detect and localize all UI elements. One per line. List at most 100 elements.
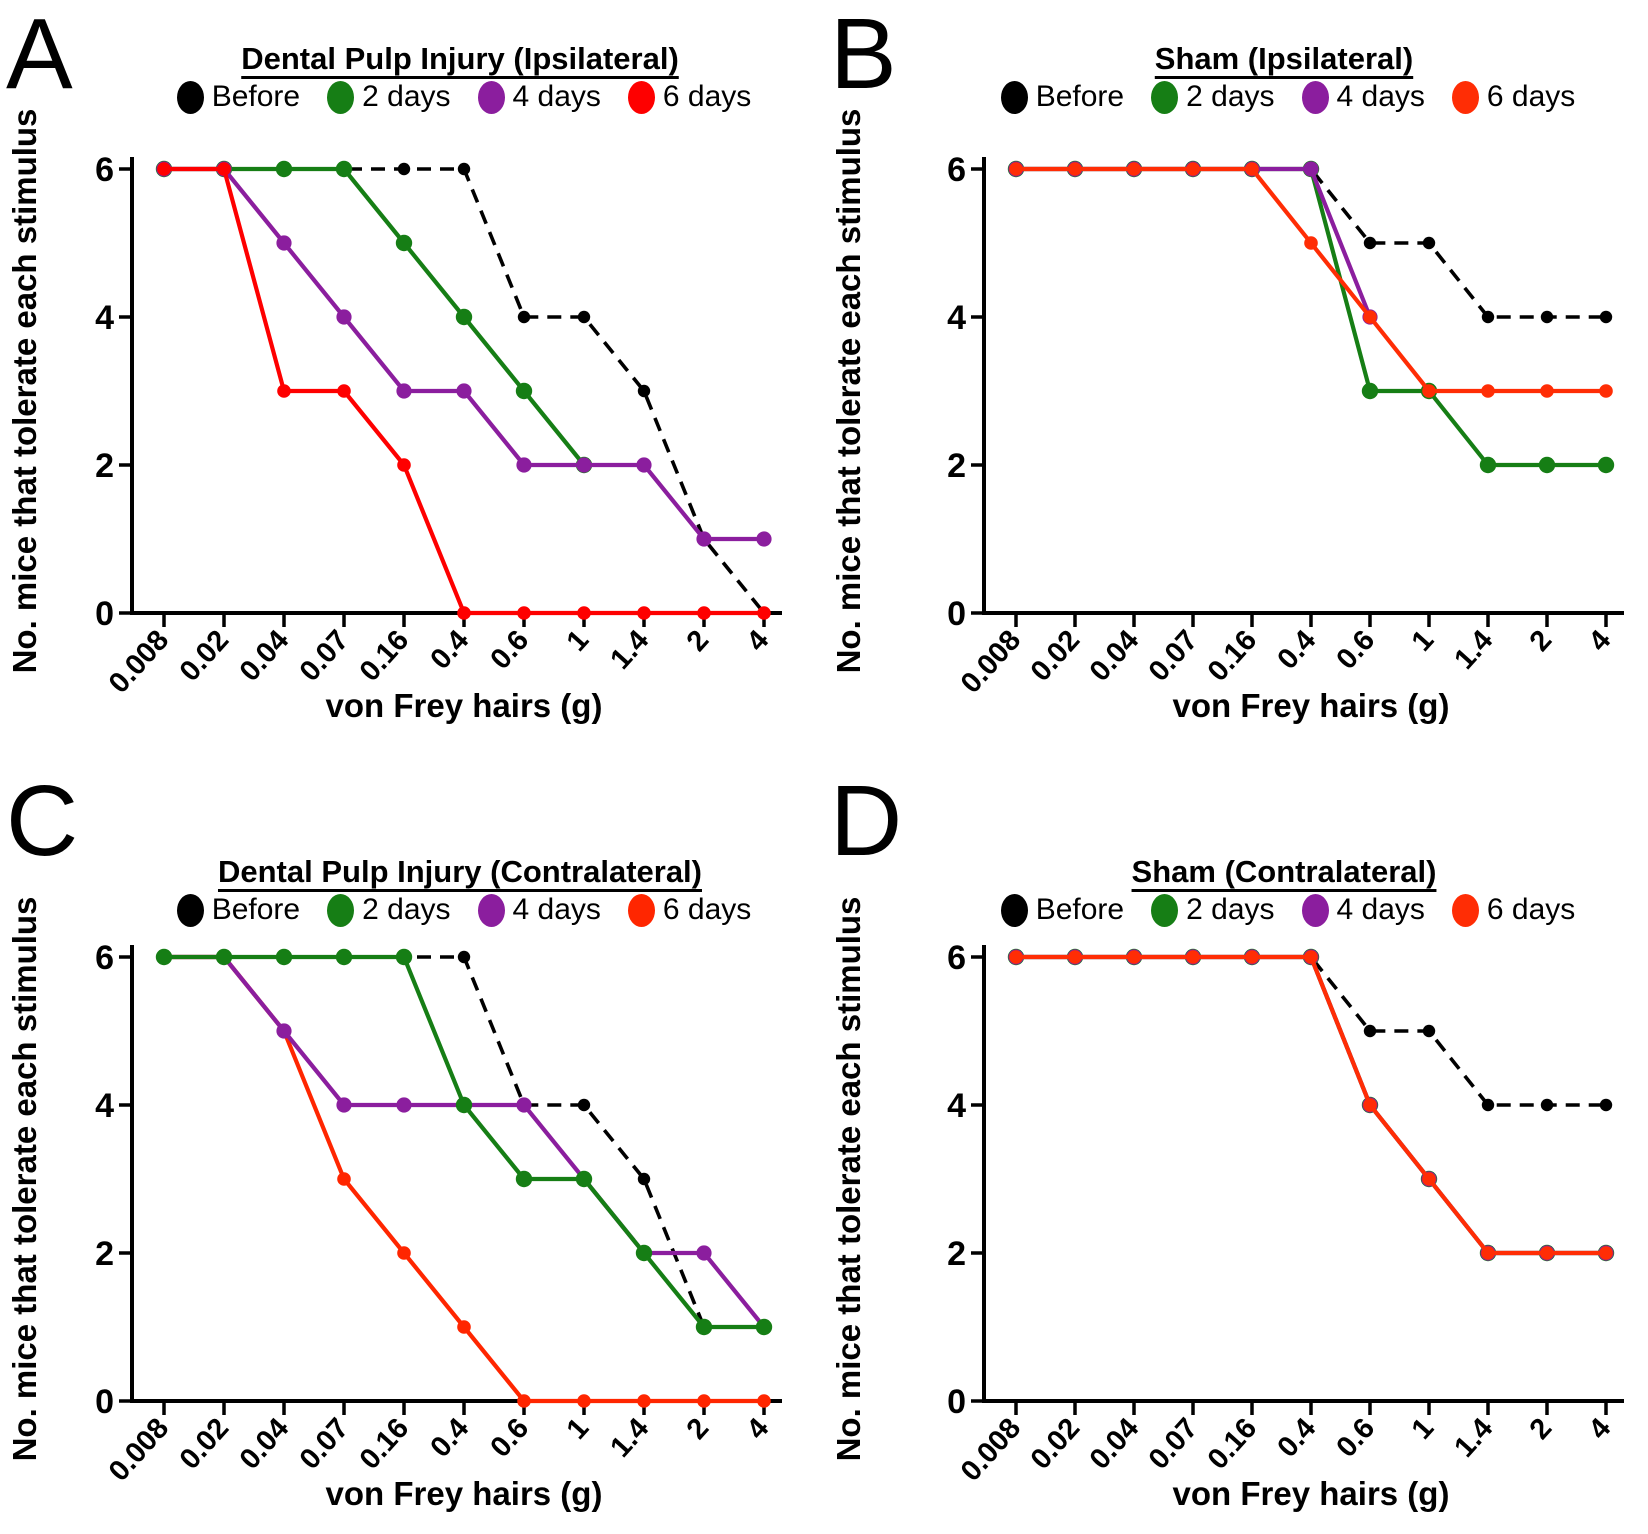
x-tick-label: 0.04: [1084, 1412, 1146, 1475]
y-tick-label: 4: [947, 299, 966, 337]
a-series-6-days-point-1.4: [637, 606, 651, 620]
x-tick-label: 0.008: [103, 1412, 175, 1487]
c-series-2-days-point-1.4: [635, 1244, 653, 1262]
x-tick-label: 1: [1406, 624, 1441, 657]
legend-label: 4 days: [1336, 893, 1425, 926]
d-series-6-days-point-0.07: [1186, 950, 1200, 964]
panel-b: B Sham (Ipsilateral) Before 2 days 4 days 6…: [824, 0, 1648, 767]
x-tick-label: 1.4: [604, 624, 655, 675]
a-series-4-days-point-1: [576, 457, 592, 473]
c-series-before-point-0.4: [457, 950, 471, 964]
legend-item-6-days: 6 days: [1451, 80, 1575, 114]
c-series-6-days-point-1.4: [637, 1394, 651, 1408]
c-series-6-days-point-0.16: [397, 1246, 411, 1260]
x-tick-label: 0.02: [174, 624, 236, 687]
a-series-4-days-point-0.16: [396, 383, 412, 399]
a-series-4-days-point-4: [756, 531, 772, 547]
legend-item-before: Before: [176, 893, 301, 927]
d-series-before-point-1.4: [1481, 1098, 1495, 1112]
legend-marker-icon: [176, 893, 204, 927]
panel-c-letter: C: [6, 765, 79, 877]
legend-item-4-days: 4 days: [477, 80, 601, 114]
legend-item-2-days: 2 days: [1151, 80, 1275, 114]
x-tick-label: 1.4: [604, 1412, 655, 1463]
a-series-2-days-point-0.4: [455, 308, 473, 326]
x-tick-label: 2: [1524, 1412, 1559, 1445]
b-series-before-point-1: [1422, 236, 1436, 250]
y-tick-label: 2: [947, 1235, 966, 1273]
x-tick-label: 0.6: [484, 624, 535, 675]
d-series-before-line: [1016, 955, 1606, 1107]
x-tick-label: 0.008: [103, 624, 175, 699]
legend-item-before: Before: [1000, 893, 1124, 927]
a-series-4-days-point-0.6: [516, 457, 532, 473]
a-series-6-days-point-0.02: [217, 162, 231, 176]
y-tick-label: 4: [95, 299, 114, 337]
y-tick-label: 6: [95, 151, 114, 189]
d-series-6-days-point-2: [1540, 1246, 1554, 1260]
d-series-6-days-point-0.16: [1245, 950, 1259, 964]
legend-label: 6 days: [662, 893, 752, 926]
a-series-2-days-point-0.6: [515, 382, 533, 400]
c-series-2-days-point-0.6: [515, 1170, 533, 1188]
b-series-2-days-point-1.4: [1479, 456, 1497, 474]
c-series-before-line: [164, 955, 706, 1328]
c-series-2-days-point-4: [755, 1318, 773, 1336]
d-series-6-days-point-0.6: [1363, 1098, 1377, 1112]
x-tick-label: 0.02: [1025, 624, 1087, 687]
b-series-6-days-point-0.008: [1009, 162, 1023, 176]
b-series-6-days-point-0.16: [1245, 162, 1259, 176]
legend-label: 2 days: [362, 80, 451, 113]
x-tick-label: 0.16: [354, 624, 416, 687]
panel-d-title: Sham (Contralateral): [1131, 854, 1437, 889]
d-series-6-days-line: [1016, 954, 1606, 1256]
legend-label: Before: [211, 893, 301, 926]
x-tick-label: 0.07: [1143, 624, 1205, 687]
y-tick-label: 6: [947, 151, 966, 189]
x-tick-label: 0.4: [1271, 624, 1322, 675]
legend-marker-icon: [1301, 80, 1329, 114]
panel-d-legend: Before 2 days 4 days 6 days: [936, 893, 1640, 927]
x-axis-title: von Frey hairs (g): [1173, 687, 1450, 724]
legend-item-before: Before: [176, 80, 300, 114]
d-series-6-days-point-0.008: [1009, 950, 1023, 964]
b-series-2-days-point-2: [1538, 456, 1556, 474]
c-series-4-days-point-0.07: [336, 1097, 352, 1113]
x-tick-label: 0.4: [1271, 1412, 1322, 1463]
legend-item-4-days: 4 days: [477, 893, 601, 927]
a-series-before-point-0.16: [397, 162, 411, 176]
b-series-6-days-line: [1016, 166, 1606, 394]
x-tick-label: 4: [1583, 624, 1618, 657]
x-tick-label: 1.4: [1448, 1412, 1499, 1463]
b-series-6-days-point-2: [1540, 384, 1554, 398]
a-series-2-days-point-0.07: [335, 160, 353, 178]
x-tick-label: 0.008: [955, 624, 1027, 699]
legend-marker-icon: [327, 893, 355, 927]
c-series-4-days-point-2: [696, 1245, 712, 1261]
x-tick-label: 0.008: [955, 1412, 1027, 1487]
x-tick-label: 1: [561, 624, 596, 657]
a-series-before-point-1: [577, 310, 591, 324]
c-series-2-days-point-0.4: [455, 1096, 473, 1114]
c-series-6-days-line: [164, 954, 764, 1404]
x-tick-label: 1: [1406, 1412, 1441, 1445]
a-series-2-days-point-0.16: [395, 234, 413, 252]
d-series-before-point-4: [1599, 1098, 1613, 1112]
x-tick-label: 0.02: [174, 1412, 236, 1475]
legend-item-6-days: 6 days: [1451, 893, 1575, 927]
legend-item-6-days: 6 days: [627, 893, 752, 927]
a-series-2-days-line: [164, 166, 586, 467]
b-series-before-point-1.4: [1481, 310, 1495, 324]
y-tick-label: 2: [947, 447, 966, 485]
y-tick-label: 4: [947, 1087, 966, 1125]
x-axis-title: von Frey hairs (g): [326, 1475, 603, 1512]
panel-c-title: Dental Pulp Injury (Contralateral): [217, 854, 702, 889]
legend-marker-icon: [1000, 80, 1028, 114]
legend-marker-icon: [176, 80, 204, 114]
legend-label: 4 days: [512, 80, 601, 113]
b-series-6-days-point-0.02: [1068, 162, 1082, 176]
a-series-6-days-point-1: [577, 606, 591, 620]
c-series-6-days-point-2: [697, 1394, 711, 1408]
